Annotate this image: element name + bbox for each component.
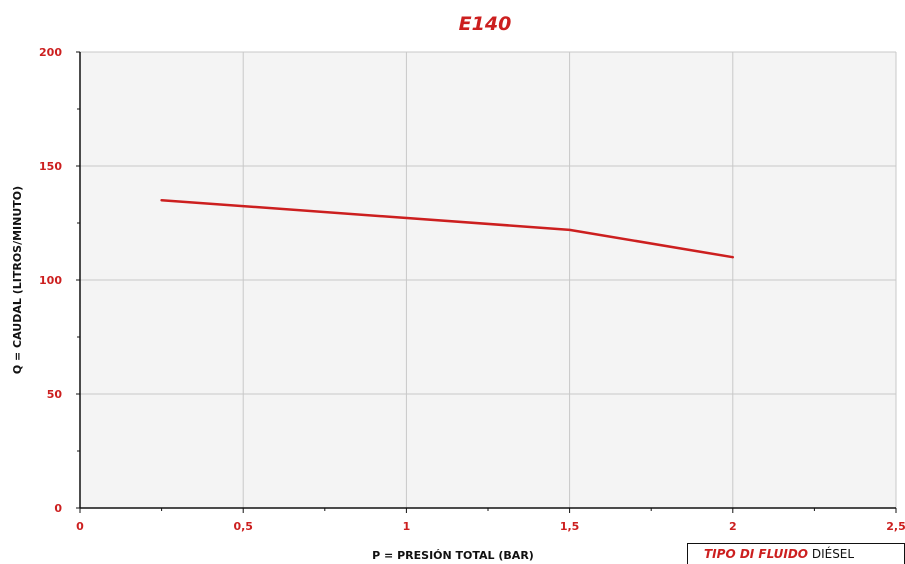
x-tick-label: 1,5 xyxy=(560,520,580,533)
series-line xyxy=(160,198,735,259)
series-group xyxy=(160,198,735,259)
y-tick-label: 100 xyxy=(39,274,62,287)
x-axis-label: P = PRESIÓN TOTAL (BAR) xyxy=(372,549,534,562)
x-tick-label: 2 xyxy=(729,520,737,533)
fluid-type-value: DIÉSEL xyxy=(811,547,855,561)
x-tick-label: 1 xyxy=(403,520,411,533)
x-tick-label: 2,5 xyxy=(886,520,905,533)
x-tick-labels: 0 0,5 1 1,5 2 2,5 xyxy=(76,520,905,533)
y-tick-labels: 0 50 100 150 200 xyxy=(39,46,62,515)
y-axis-label: Q = CAUDAL (LITROS/MINUTO) xyxy=(11,186,24,374)
fluid-type-box: TIPO DI FLUIDO DIÉSEL xyxy=(687,543,905,564)
y-tick-label: 0 xyxy=(54,502,62,515)
y-tick-label: 50 xyxy=(47,388,63,401)
x-tick-label: 0,5 xyxy=(233,520,253,533)
y-tick-label: 150 xyxy=(39,160,62,173)
y-tick-label: 200 xyxy=(39,46,62,59)
x-tick-label: 0 xyxy=(76,520,84,533)
grid xyxy=(80,51,897,508)
fluid-type-label: TIPO DI FLUIDO xyxy=(704,547,808,561)
chart-title: E140 xyxy=(459,13,512,35)
